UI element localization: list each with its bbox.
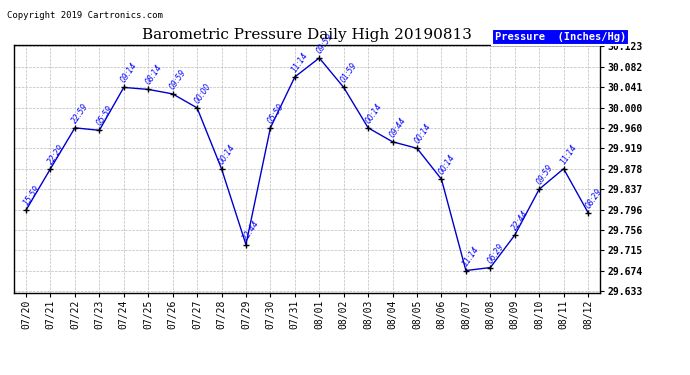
Text: 05:59: 05:59: [95, 104, 115, 128]
Text: 22:44: 22:44: [510, 209, 530, 232]
Text: 00:14: 00:14: [364, 102, 384, 125]
Text: 00:14: 00:14: [413, 122, 433, 146]
Text: 22:44: 22:44: [241, 219, 262, 242]
Title: Barometric Pressure Daily High 20190813: Barometric Pressure Daily High 20190813: [142, 28, 472, 42]
Text: 22:29: 22:29: [46, 142, 66, 166]
Text: 09:59: 09:59: [315, 32, 335, 55]
Text: 11:14: 11:14: [559, 142, 579, 166]
Text: 09:44: 09:44: [388, 116, 408, 139]
Text: 09:59: 09:59: [168, 68, 188, 91]
Text: 00:14: 00:14: [217, 142, 237, 166]
Text: 08:29: 08:29: [584, 187, 604, 210]
Text: 09:59: 09:59: [535, 163, 555, 186]
Text: 22:59: 22:59: [70, 102, 90, 125]
Text: 11:14: 11:14: [462, 244, 482, 268]
Text: 09:14: 09:14: [119, 62, 139, 85]
Text: 15:59: 15:59: [21, 184, 41, 207]
Text: 11:14: 11:14: [290, 51, 310, 74]
Text: 06:29: 06:29: [486, 242, 506, 265]
Text: 01:59: 01:59: [339, 62, 359, 85]
Text: 00:00: 00:00: [193, 82, 213, 105]
Text: 00:14: 00:14: [437, 153, 457, 177]
Text: 05:59: 05:59: [266, 102, 286, 125]
Text: 08:14: 08:14: [144, 63, 164, 87]
Text: Pressure  (Inches/Hg): Pressure (Inches/Hg): [495, 32, 626, 42]
Text: Copyright 2019 Cartronics.com: Copyright 2019 Cartronics.com: [7, 11, 163, 20]
